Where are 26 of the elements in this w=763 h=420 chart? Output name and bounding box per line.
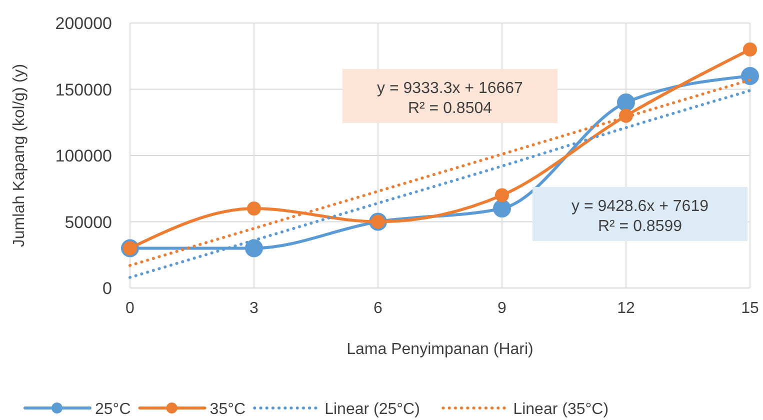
y-axis-title: Jumlah Kapang (kol/g) (y) <box>11 64 28 248</box>
point <box>743 42 757 56</box>
legend-label: Linear (35°C) <box>513 401 609 418</box>
annotation: y = 9333.3x + 16667 R² = 0.8504 <box>377 80 524 117</box>
x-tick-label: 0 <box>126 300 135 317</box>
y-tick-label: 150000 <box>55 80 112 100</box>
point <box>245 239 263 258</box>
y-tick-label: 200000 <box>55 14 112 33</box>
y-tick-label: 0 <box>102 279 112 298</box>
point <box>741 67 759 85</box>
y-tick-label: 100000 <box>55 146 112 166</box>
point <box>495 188 509 202</box>
annotation: y = 9428.6x + 7619 R² = 0.8599 <box>572 198 709 235</box>
x-tick-label: 12 <box>617 300 635 317</box>
x-tick-label: 3 <box>250 300 259 317</box>
legend-label: 35°C <box>210 401 246 418</box>
point <box>247 202 261 216</box>
legend-label: Linear (25°C) <box>324 401 420 418</box>
y-tick-label: 50000 <box>64 212 112 232</box>
x-tick-label: 9 <box>498 300 507 317</box>
x-tick-label: 15 <box>741 300 759 317</box>
legend-label: 25°C <box>95 401 131 418</box>
point <box>493 200 511 218</box>
x-axis-title: Lama Penyimpanan (Hari) <box>346 341 534 358</box>
point <box>617 94 635 112</box>
x-tick-label: 6 <box>374 300 383 317</box>
